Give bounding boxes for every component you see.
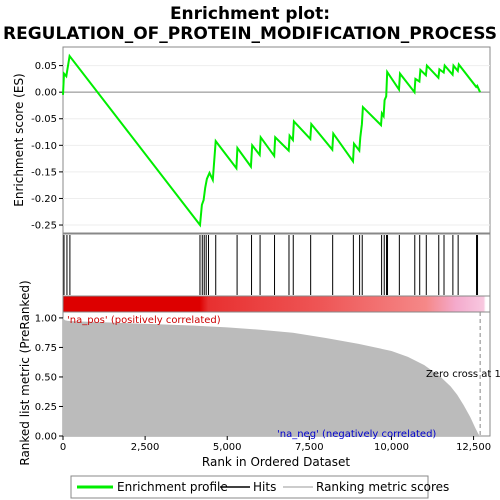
es-ytick-label: -0.25 xyxy=(31,221,57,232)
rank-xtick-label: 7,500 xyxy=(295,442,324,453)
rank-ytick-label: 0.75 xyxy=(35,343,57,354)
es-ytick-label: 0.05 xyxy=(35,61,57,72)
rank-ylabel: Ranked list metric (PreRanked) xyxy=(18,280,32,465)
legend-label-ranking: Ranking metric scores xyxy=(316,480,449,494)
rank-xtick-label: 10,000 xyxy=(374,442,409,453)
rank-ytick-label: 0.00 xyxy=(35,432,57,443)
es-panel: 0.05 0.00 -0.05 -0.10 -0.15 -0.20 -0.25 Enrich… xyxy=(12,46,491,234)
chart-title-line1: Enrichment plot: xyxy=(170,4,330,24)
hits-panel xyxy=(62,233,491,297)
es-yticks: 0.05 0.00 -0.05 -0.10 -0.15 -0.20 -0.25 xyxy=(31,61,63,232)
legend-label-enrichment: Enrichment profile xyxy=(117,480,228,494)
rank-xtick-label: 12,500 xyxy=(456,442,491,453)
zero-cross-label: Zero cross at 1 xyxy=(426,369,500,380)
annotation-positive: 'na_pos' (positively correlated) xyxy=(67,315,221,326)
rank-ytick-label: 0.25 xyxy=(35,402,57,413)
enrichment-profile-line xyxy=(62,53,482,228)
legend-label-hits: Hits xyxy=(253,480,276,494)
es-ytick-label: -0.15 xyxy=(31,167,57,178)
chart-title-line2: REGULATION_OF_PROTEIN_MODIFICATION_PROCE… xyxy=(3,24,497,44)
rank-ytick-label: 1.00 xyxy=(35,313,57,324)
hits-lines xyxy=(63,235,479,295)
es-ytick-label: 0.00 xyxy=(35,88,57,99)
rank-xtick-label: 5,000 xyxy=(213,442,242,453)
rank-xtick-label: 2,500 xyxy=(131,442,160,453)
es-ytick-label: -0.10 xyxy=(31,141,57,152)
rank-ytick-label: 0.50 xyxy=(35,372,57,383)
rank-panel: 1.00 0.75 0.50 0.25 0.00 0 2,500 5,000 7,500 10,… xyxy=(18,280,500,469)
ranking-metric-area xyxy=(63,317,481,436)
es-ylabel: Enrichment score (ES) xyxy=(12,73,26,206)
es-ytick-label: -0.05 xyxy=(31,114,57,125)
rank-colorbar xyxy=(62,295,491,313)
legend: Enrichment profile Hits Ranking metric s… xyxy=(70,475,449,499)
es-ytick-label: -0.20 xyxy=(31,194,57,205)
colorbar-frame xyxy=(62,295,491,313)
annotation-negative: 'na_neg' (negatively correlated) xyxy=(277,429,436,440)
rank-yticks: 1.00 0.75 0.50 0.25 0.00 xyxy=(35,313,63,443)
rank-xlabel: Rank in Ordered Dataset xyxy=(202,455,350,469)
rank-xticks: 0 2,500 5,000 7,500 10,000 12,500 xyxy=(60,436,491,453)
rank-xtick-label: 0 xyxy=(60,442,66,453)
